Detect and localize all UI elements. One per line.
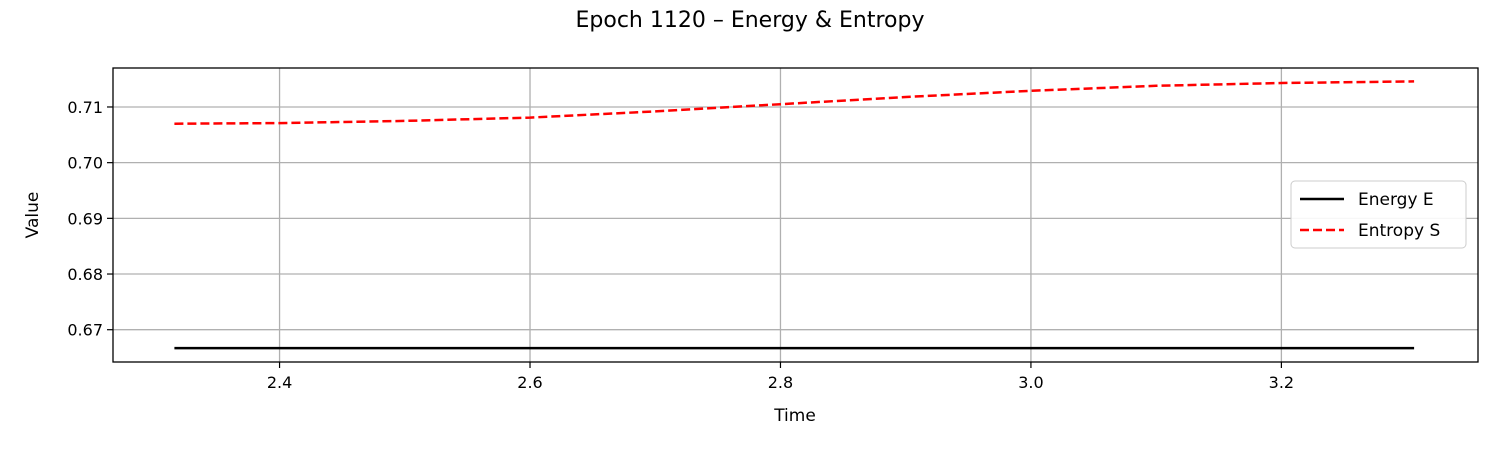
x-tick-label: 2.4 bbox=[267, 373, 292, 392]
legend-label-energy: Energy E bbox=[1358, 190, 1434, 210]
y-tick-label: 0.69 bbox=[67, 209, 103, 228]
chart-title: Epoch 1120 – Energy & Entropy bbox=[576, 8, 925, 33]
legend-label-entropy: Entropy S bbox=[1358, 221, 1440, 241]
series-layer bbox=[174, 80, 1415, 350]
grid bbox=[113, 68, 1478, 362]
x-tick-label: 3.0 bbox=[1018, 373, 1043, 392]
y-tick-label: 0.67 bbox=[67, 321, 103, 340]
x-tick-label: 2.8 bbox=[768, 373, 793, 392]
axis-ticks: 2.4 2.6 2.8 3.0 3.2 0.67 0.68 0.69 0.70 0.71 bbox=[67, 98, 1294, 392]
series-line-entropy bbox=[174, 80, 1415, 125]
plot-area-frame bbox=[112, 67, 1479, 363]
y-axis-label: Value bbox=[23, 192, 43, 239]
y-tick-label: 0.71 bbox=[67, 98, 103, 117]
legend: Energy E Entropy S bbox=[1290, 180, 1467, 249]
x-axis-label: Time bbox=[773, 406, 816, 426]
x-tick-label: 3.2 bbox=[1269, 373, 1294, 392]
x-tick-label: 2.6 bbox=[517, 373, 542, 392]
y-tick-label: 0.68 bbox=[67, 265, 103, 284]
y-tick-label: 0.70 bbox=[67, 154, 103, 173]
